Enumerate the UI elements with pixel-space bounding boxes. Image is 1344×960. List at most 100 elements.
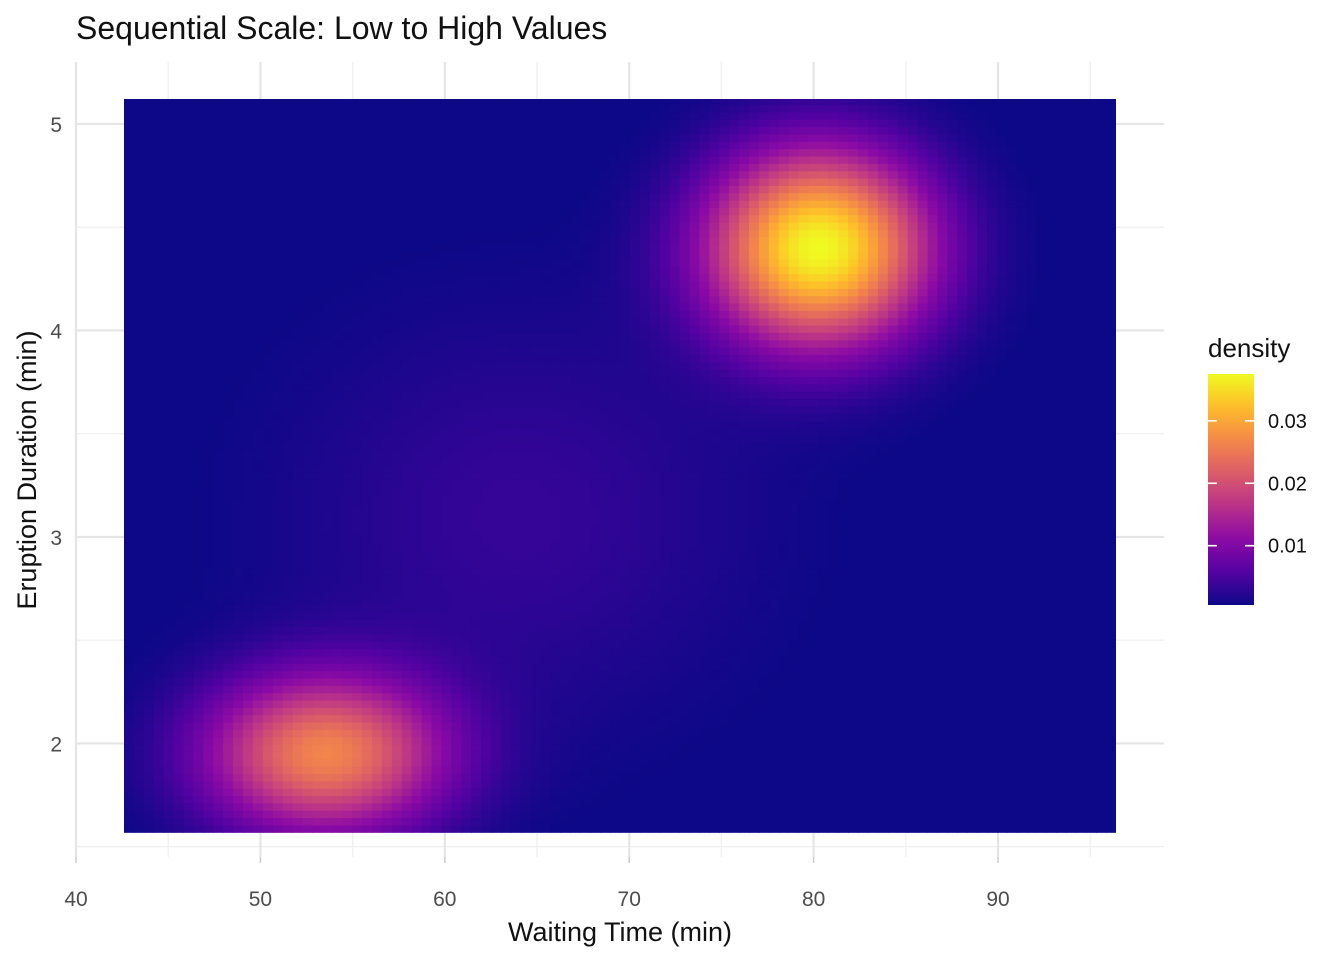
- heatmap-tile: [1036, 619, 1048, 627]
- heatmap-tile: [689, 744, 700, 752]
- heatmap-tile: [858, 655, 869, 664]
- heatmap-tile: [421, 817, 433, 826]
- heatmap-tile: [451, 538, 462, 547]
- heatmap-tile: [798, 744, 810, 752]
- heatmap-tile: [491, 530, 502, 539]
- heatmap-tile: [1056, 773, 1068, 782]
- heatmap-tile: [540, 699, 552, 708]
- heatmap-tile: [550, 641, 562, 650]
- heatmap-tile: [431, 552, 443, 561]
- heatmap-tile: [203, 766, 214, 775]
- heatmap-tile: [600, 699, 611, 708]
- heatmap-tile: [233, 538, 244, 547]
- heatmap-tile: [679, 766, 691, 775]
- heatmap-tile: [1026, 494, 1038, 503]
- heatmap-tile: [997, 567, 1008, 576]
- heatmap-tile: [173, 744, 185, 752]
- heatmap-tile: [590, 773, 601, 782]
- heatmap-tile: [927, 604, 939, 613]
- heatmap-tile: [550, 721, 562, 730]
- heatmap-tile: [590, 574, 601, 583]
- heatmap-tile: [778, 508, 790, 517]
- heatmap-tile: [570, 567, 581, 576]
- heatmap-tile: [1106, 604, 1116, 613]
- heatmap-tile: [550, 744, 562, 752]
- heatmap-tile: [510, 677, 522, 686]
- heatmap-tile: [1016, 596, 1028, 605]
- heatmap-tile: [977, 626, 988, 635]
- heatmap-tile: [580, 685, 591, 694]
- heatmap-tile: [937, 729, 948, 738]
- heatmap-tile: [401, 574, 413, 583]
- heatmap-tile: [391, 479, 403, 488]
- heatmap-tile: [391, 670, 403, 679]
- heatmap-tile: [699, 795, 710, 804]
- heatmap-tile: [818, 538, 829, 547]
- heatmap-tile: [362, 494, 373, 503]
- heatmap-tile: [282, 611, 294, 620]
- heatmap-tile: [957, 619, 968, 627]
- heatmap-tile: [639, 494, 651, 503]
- heatmap-tile: [124, 560, 135, 569]
- heatmap-tile: [858, 795, 869, 804]
- heatmap-tile: [1016, 619, 1028, 627]
- heatmap-tile: [500, 699, 512, 708]
- heatmap-tile: [1006, 596, 1018, 605]
- heatmap-tile: [917, 626, 929, 635]
- heatmap-tile: [937, 596, 948, 605]
- heatmap-tile: [699, 802, 710, 811]
- heatmap-tile: [1046, 766, 1058, 775]
- heatmap-tile: [719, 744, 730, 752]
- heatmap-tile: [312, 788, 323, 797]
- heatmap-tile: [312, 692, 323, 701]
- heatmap-tile: [431, 766, 443, 775]
- heatmap-tile: [233, 464, 244, 473]
- heatmap-tile: [699, 582, 710, 591]
- heatmap-tile: [163, 744, 175, 752]
- heatmap-tile: [1066, 685, 1077, 694]
- heatmap-tile: [1016, 744, 1028, 752]
- heatmap-tile: [411, 589, 423, 598]
- heatmap-tile: [808, 560, 820, 569]
- heatmap-tile: [897, 795, 909, 804]
- heatmap-tile: [838, 633, 849, 642]
- heatmap-tile: [342, 736, 353, 745]
- heatmap-tile: [570, 780, 581, 789]
- heatmap-tile: [1026, 516, 1038, 525]
- heatmap-tile: [352, 560, 363, 569]
- heatmap-tile: [758, 479, 770, 488]
- heatmap-tile: [451, 486, 462, 495]
- heatmap-tile: [153, 523, 165, 532]
- heatmap-tile: [242, 795, 254, 804]
- heatmap-tile: [758, 648, 770, 657]
- heatmap-tile: [1036, 780, 1048, 789]
- heatmap-tile: [560, 802, 571, 811]
- heatmap-tile: [729, 567, 740, 576]
- heatmap-tile: [213, 626, 224, 635]
- heatmap-tile: [868, 567, 879, 576]
- heatmap-tile: [550, 707, 562, 716]
- heatmap-tile: [272, 773, 284, 782]
- heatmap-tile: [580, 714, 591, 723]
- heatmap-tile: [590, 751, 601, 760]
- heatmap-tile: [679, 817, 691, 826]
- heatmap-tile: [828, 655, 839, 664]
- heatmap-tile: [381, 501, 393, 510]
- heatmap-tile: [1106, 523, 1116, 532]
- heatmap-tile: [669, 582, 681, 591]
- heatmap-tile: [401, 604, 413, 613]
- heatmap-tile: [322, 472, 333, 480]
- heatmap-tile: [947, 751, 958, 760]
- heatmap-tile: [729, 494, 740, 503]
- heatmap-tile: [193, 530, 204, 539]
- heatmap-tile: [252, 523, 264, 532]
- heatmap-tile: [798, 582, 810, 591]
- heatmap-tile: [887, 810, 899, 819]
- heatmap-tile: [917, 766, 929, 775]
- heatmap-tile: [947, 626, 958, 635]
- heatmap-tile: [798, 494, 810, 503]
- heatmap-tile: [193, 619, 204, 627]
- heatmap-tile: [510, 692, 522, 701]
- heatmap-tile: [342, 464, 353, 473]
- heatmap-tile: [312, 582, 323, 591]
